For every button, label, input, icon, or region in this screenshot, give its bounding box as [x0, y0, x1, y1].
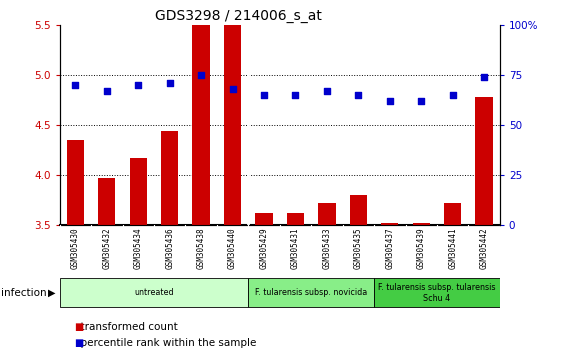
Text: GSM305429: GSM305429 — [260, 227, 269, 269]
Text: percentile rank within the sample: percentile rank within the sample — [74, 338, 256, 348]
Bar — [374, 279, 500, 307]
Text: GSM305437: GSM305437 — [385, 227, 394, 269]
Point — [197, 72, 206, 78]
Point — [133, 82, 143, 88]
Text: GSM305441: GSM305441 — [448, 227, 457, 269]
Text: GSM305430: GSM305430 — [71, 227, 80, 269]
Point — [385, 98, 394, 104]
Text: ▶: ▶ — [48, 288, 56, 298]
Text: GSM305442: GSM305442 — [479, 227, 488, 269]
Text: GSM305435: GSM305435 — [354, 227, 363, 269]
Bar — [318, 203, 336, 225]
Point — [354, 92, 363, 98]
Bar — [412, 223, 430, 225]
Bar — [444, 203, 461, 225]
Bar — [60, 279, 248, 307]
Point — [417, 98, 426, 104]
Bar — [98, 178, 115, 225]
Bar — [350, 195, 367, 225]
Text: ■: ■ — [74, 322, 83, 332]
Text: GSM305436: GSM305436 — [165, 227, 174, 269]
Bar — [161, 131, 178, 225]
Bar — [224, 25, 241, 225]
Text: GSM305440: GSM305440 — [228, 227, 237, 269]
Point — [260, 92, 269, 98]
Text: transformed count: transformed count — [74, 322, 178, 332]
Bar — [287, 213, 304, 225]
Bar — [130, 158, 147, 225]
Text: GSM305433: GSM305433 — [323, 227, 331, 269]
Point — [448, 92, 457, 98]
Point — [323, 88, 332, 93]
Text: untreated: untreated — [134, 289, 174, 297]
Text: F. tularensis subsp. tularensis
Schu 4: F. tularensis subsp. tularensis Schu 4 — [378, 283, 496, 303]
Text: GSM305439: GSM305439 — [417, 227, 426, 269]
Bar — [248, 279, 374, 307]
Point — [71, 82, 80, 88]
Point — [291, 92, 300, 98]
Text: infection: infection — [1, 288, 47, 298]
Text: GSM305431: GSM305431 — [291, 227, 300, 269]
Text: ■: ■ — [74, 338, 83, 348]
Bar — [256, 213, 273, 225]
Text: F. tularensis subsp. novicida: F. tularensis subsp. novicida — [255, 289, 367, 297]
Point — [102, 88, 111, 93]
Bar — [66, 140, 84, 225]
Bar — [475, 97, 493, 225]
Bar — [193, 25, 210, 225]
Text: GSM305434: GSM305434 — [133, 227, 143, 269]
Text: GSM305432: GSM305432 — [102, 227, 111, 269]
Text: GDS3298 / 214006_s_at: GDS3298 / 214006_s_at — [155, 9, 322, 23]
Point — [479, 74, 488, 80]
Bar — [381, 223, 398, 225]
Point — [165, 80, 174, 86]
Text: GSM305438: GSM305438 — [197, 227, 206, 269]
Point — [228, 86, 237, 92]
